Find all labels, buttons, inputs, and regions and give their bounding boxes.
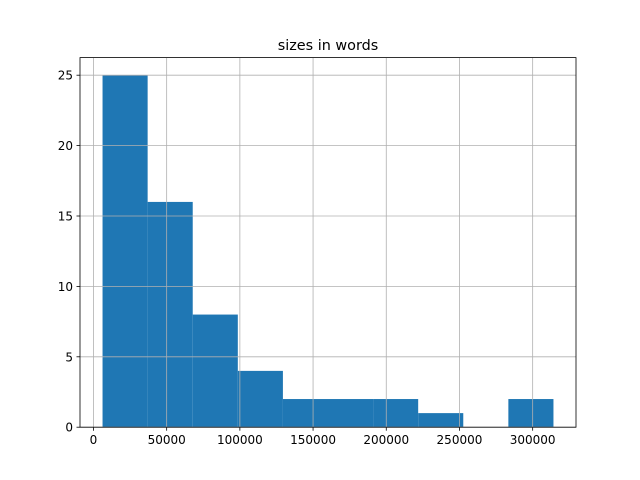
x-tick-label: 50000 [148, 433, 186, 447]
y-tick-label: 10 [58, 280, 73, 294]
bar [328, 399, 374, 428]
x-tick-label: 100000 [217, 433, 263, 447]
chart-title: sizes in words [278, 38, 379, 54]
plot-frame [79, 57, 577, 428]
bar [237, 370, 283, 428]
bar [373, 399, 419, 428]
x-tick-label: 200000 [363, 433, 409, 447]
bar [147, 201, 193, 428]
x-tick-label: 300000 [510, 433, 556, 447]
bar [418, 413, 464, 428]
bar [282, 399, 328, 428]
y-tick-label: 20 [58, 139, 73, 153]
x-tick-label: 250000 [437, 433, 483, 447]
bar [102, 75, 148, 428]
bar [508, 399, 554, 428]
x-tick-label: 0 [90, 433, 98, 447]
bar [192, 314, 238, 428]
y-tick-label: 0 [65, 421, 73, 435]
x-tick-label: 150000 [290, 433, 336, 447]
y-tick-label: 5 [65, 350, 73, 364]
y-tick-label: 15 [58, 210, 73, 224]
y-tick-label: 25 [58, 69, 73, 83]
